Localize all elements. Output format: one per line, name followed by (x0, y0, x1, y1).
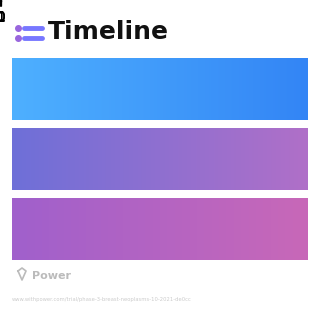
Text: Timeline: Timeline (48, 20, 169, 44)
Text: 6 months: 6 months (228, 222, 294, 236)
Text: Power: Power (32, 271, 71, 281)
Text: www.withpower.com/trial/phase-3-breast-neoplasms-10-2021-de0cc: www.withpower.com/trial/phase-3-breast-n… (12, 298, 192, 302)
Text: 3 weeks: 3 weeks (237, 82, 294, 96)
Text: Treatment ~: Treatment ~ (30, 152, 117, 166)
Text: Screening ~: Screening ~ (30, 82, 115, 96)
Text: Follow ups ~: Follow ups ~ (30, 222, 119, 236)
Text: Varies: Varies (252, 152, 294, 166)
